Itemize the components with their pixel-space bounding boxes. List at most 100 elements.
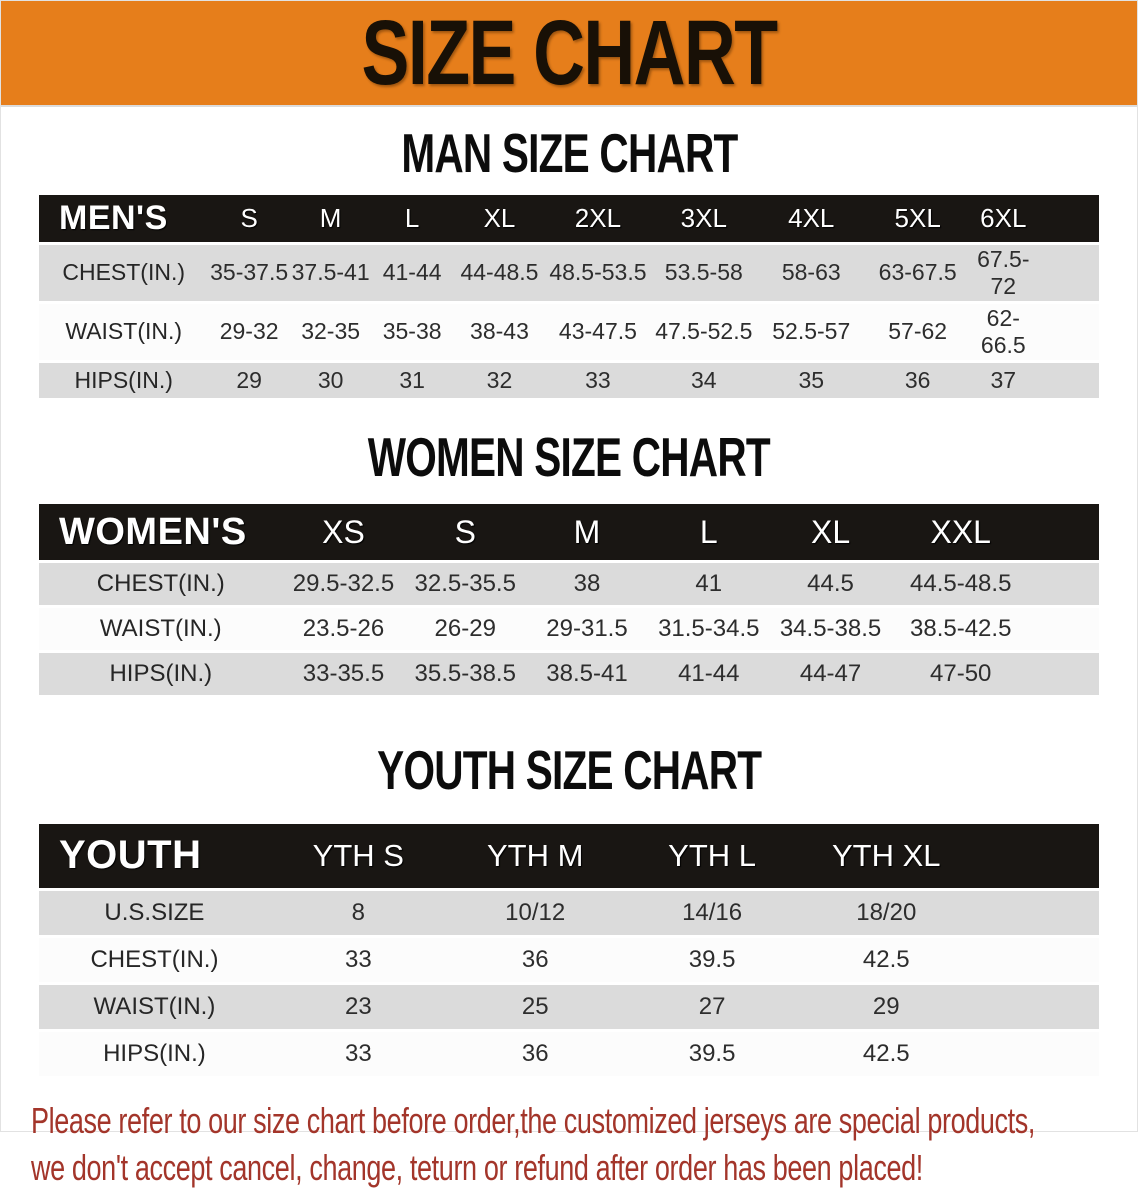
column-header: 5XL [864,194,971,242]
row-label: WAIST(IN.) [39,303,209,360]
section-youth: YOUTH SIZE CHART YOUTH YTH S YTH M YTH L YTH… [1,740,1137,1079]
row-label: HIPS(IN.) [39,1031,270,1076]
table-cell: 29 [800,984,1099,1029]
column-header: XL [452,194,547,242]
table-cell: 38.5-41 [526,653,648,696]
table-cell: 52.5-57 [757,303,865,360]
column-header: L [647,504,770,561]
table-cell: 18/20 [800,890,1099,935]
table-cell: 53.5-58 [649,244,758,301]
table-cell: 8 [269,890,447,935]
table-cell: 35-37.5 [208,244,290,301]
table-cell: 34.5-38.5 [769,608,892,651]
table-cell: 10/12 [446,890,624,935]
column-header: 6XL [970,194,1099,242]
women-section-title-text: WOMEN SIZE CHART [367,427,771,489]
table-cell: 33 [269,937,447,982]
men-size-table: MEN'S S M L XL 2XL 3XL 4XL 5XL 6XL CHEST(IN.) 35-37… [39,192,1099,401]
row-label: HIPS(IN.) [39,362,209,398]
table-cell: 37.5-41 [289,244,372,301]
table-cell: 47-50 [891,653,1099,696]
table-row: HIPS(IN.) 29 30 31 32 33 34 35 36 37 [39,362,1099,398]
table-header-row: YOUTH YTH S YTH M YTH L YTH XL [39,823,1099,888]
table-row: WAIST(IN.) 29-32 32-35 35-38 38-43 43-47.5 47.… [39,303,1099,360]
column-header: M [289,194,372,242]
table-cell: 32 [452,362,547,398]
table-cell: 38.5-42.5 [891,608,1099,651]
youth-section-title-text: YOUTH SIZE CHART [376,740,762,802]
table-cell: 38 [526,563,648,606]
table-cell: 44.5-48.5 [891,563,1099,606]
table-row: WAIST(IN.) 23 25 27 29 [39,984,1099,1029]
table-cell: 43-47.5 [546,303,650,360]
youth-size-table: YOUTH YTH S YTH M YTH L YTH XL U.S.SIZE 8 10/12… [39,821,1099,1079]
table-row: CHEST(IN.) 29.5-32.5 32.5-35.5 38 41 44.5 44.5… [39,563,1099,606]
section-women: WOMEN SIZE CHART WOMEN'S XS S M L XL XXL CHEST(… [1,427,1137,699]
column-header: XL [769,504,892,561]
column-header: M [526,504,648,561]
table-cell: 42.5 [800,1031,1099,1076]
table-cell: 41-44 [371,244,453,301]
table-cell: 29-32 [208,303,290,360]
men-section-title: MAN SIZE CHART [1,126,1137,183]
table-corner-label: YOUTH [39,823,270,888]
table-cell: 29 [208,362,290,398]
row-label: HIPS(IN.) [39,653,283,696]
table-header-row: MEN'S S M L XL 2XL 3XL 4XL 5XL 6XL [39,194,1099,242]
table-row: HIPS(IN.) 33-35.5 35.5-38.5 38.5-41 41-44 44-… [39,653,1099,696]
column-header: XS [282,504,405,561]
table-cell: 36 [864,362,971,398]
women-size-table: WOMEN'S XS S M L XL XXL CHEST(IN.) 29.5-32.5 32.5… [39,501,1099,698]
table-cell: 14/16 [623,890,801,935]
table-cell: 31.5-34.5 [647,608,770,651]
table-cell: 35.5-38.5 [404,653,527,696]
table-cell: 26-29 [404,608,527,651]
table-cell: 41-44 [647,653,770,696]
table-cell: 30 [289,362,372,398]
table-row: CHEST(IN.) 35-37.5 37.5-41 41-44 44-48.5 48.5… [39,244,1099,301]
table-cell: 34 [649,362,758,398]
table-cell: 44.5 [769,563,892,606]
table-row: U.S.SIZE 8 10/12 14/16 18/20 [39,890,1099,935]
table-cell: 32.5-35.5 [404,563,527,606]
table-cell: 29-31.5 [526,608,648,651]
row-label: U.S.SIZE [39,890,270,935]
column-header: YTH L [623,823,801,888]
column-header: YTH M [446,823,624,888]
table-cell: 67.5-72 [970,244,1099,301]
table-header-row: WOMEN'S XS S M L XL XXL [39,504,1099,561]
table-corner-label: MEN'S [39,194,209,242]
table-cell: 38-43 [452,303,547,360]
column-header: S [208,194,290,242]
column-header: 2XL [546,194,650,242]
table-cell: 39.5 [623,1031,801,1076]
column-header: 4XL [757,194,865,242]
table-row: HIPS(IN.) 33 36 39.5 42.5 [39,1031,1099,1076]
youth-section-title: YOUTH SIZE CHART [1,740,1137,802]
column-header: 3XL [649,194,758,242]
row-label: CHEST(IN.) [39,563,283,606]
table-cell: 41 [647,563,770,606]
column-header: YTH S [269,823,447,888]
table-cell: 36 [446,937,624,982]
table-cell: 58-63 [757,244,865,301]
table-cell: 23.5-26 [282,608,405,651]
banner: SIZE CHART [1,1,1137,107]
column-header: YTH XL [800,823,1099,888]
table-cell: 42.5 [800,937,1099,982]
row-label: WAIST(IN.) [39,984,270,1029]
banner-title: SIZE CHART [361,2,779,104]
table-cell: 25 [446,984,624,1029]
table-corner-label: WOMEN'S [39,504,283,561]
table-cell: 23 [269,984,447,1029]
table-cell: 36 [446,1031,624,1076]
table-cell: 63-67.5 [864,244,971,301]
table-cell: 33 [546,362,650,398]
table-cell: 62-66.5 [970,303,1099,360]
table-cell: 47.5-52.5 [649,303,758,360]
table-cell: 57-62 [864,303,971,360]
table-cell: 35-38 [371,303,453,360]
row-label: CHEST(IN.) [39,937,270,982]
table-cell: 48.5-53.5 [546,244,650,301]
